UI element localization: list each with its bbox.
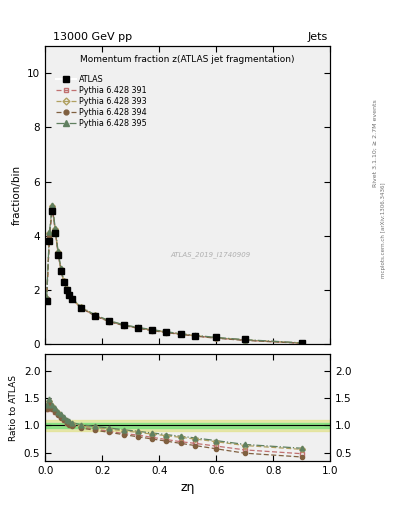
Bar [45, 420, 330, 431]
Text: mcplots.cern.ch [arXiv:1306.3436]: mcplots.cern.ch [arXiv:1306.3436] [381, 183, 386, 278]
X-axis label: zη: zη [180, 481, 195, 494]
Text: Rivet 3.1.10; ≥ 2.7M events: Rivet 3.1.10; ≥ 2.7M events [373, 99, 378, 187]
Legend: ATLAS, Pythia 6.428 391, Pythia 6.428 393, Pythia 6.428 394, Pythia 6.428 395: ATLAS, Pythia 6.428 391, Pythia 6.428 39… [53, 72, 150, 131]
Text: ATLAS_2019_I1740909: ATLAS_2019_I1740909 [170, 251, 251, 258]
Y-axis label: Ratio to ATLAS: Ratio to ATLAS [9, 375, 18, 440]
Text: Jets: Jets [308, 32, 328, 42]
Y-axis label: fraction/bin: fraction/bin [12, 165, 22, 225]
Bar [45, 422, 330, 428]
Text: 13000 GeV pp: 13000 GeV pp [53, 32, 132, 42]
Text: Momentum fraction z(ATLAS jet fragmentation): Momentum fraction z(ATLAS jet fragmentat… [81, 55, 295, 64]
